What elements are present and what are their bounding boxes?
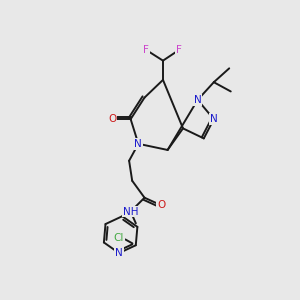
Text: F: F [143, 45, 149, 55]
Text: N: N [115, 248, 123, 258]
Text: O: O [157, 200, 166, 210]
Text: N: N [194, 95, 202, 105]
Text: Cl: Cl [114, 232, 124, 243]
Text: O: O [108, 114, 116, 124]
Text: F: F [176, 45, 182, 55]
Text: N: N [210, 114, 218, 124]
Text: N: N [134, 139, 142, 149]
Text: NH: NH [123, 207, 138, 217]
